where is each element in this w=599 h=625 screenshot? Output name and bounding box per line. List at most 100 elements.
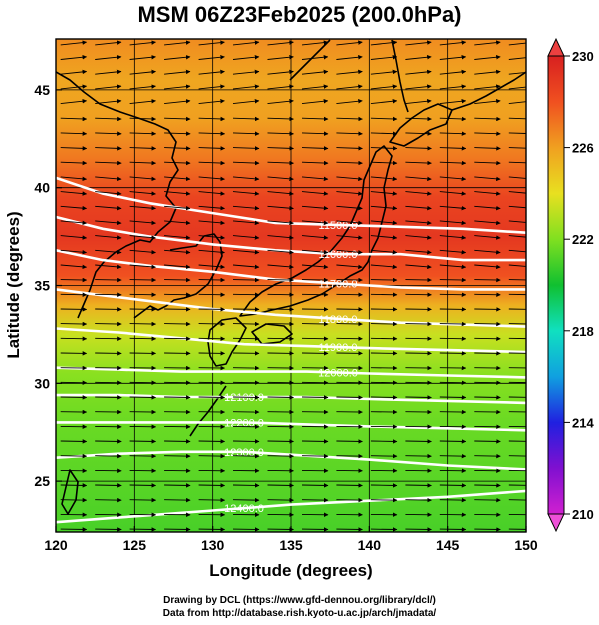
wind-arrow: [129, 497, 157, 503]
wind-arrow: [164, 439, 191, 444]
wind-arrow: [439, 439, 467, 444]
wind-arrow: [60, 249, 88, 255]
wind-arrow: [336, 176, 363, 182]
wind-arrow: [301, 205, 329, 211]
wind-arrow: [129, 292, 157, 297]
colorbar-ticks: 210 214 218 222 226 230: [564, 49, 594, 522]
wind-arrow: [439, 277, 467, 283]
wind-arrow: [301, 380, 329, 385]
wind-arrow: [301, 54, 329, 60]
wind-arrow: [405, 131, 432, 136]
wind-arrow: [508, 264, 526, 267]
wind-arrow: [508, 279, 526, 281]
wind-arrow: [508, 323, 526, 325]
wind-arrow: [164, 98, 191, 105]
wind-arrow: [405, 380, 432, 385]
wind-arrow: [336, 131, 363, 136]
wind-arrow: [267, 249, 294, 255]
wind-arrow: [439, 131, 467, 136]
x-axis-ticks: 120 125 130 135 140 145 150: [44, 526, 538, 553]
wind-arrow: [508, 249, 526, 253]
wind-arrow: [60, 131, 88, 136]
wind-arrow: [370, 146, 398, 151]
wind-arrow: [232, 220, 260, 226]
wind-arrow: [301, 176, 329, 182]
wind-arrow: [267, 40, 294, 46]
wind-arrow: [405, 235, 432, 240]
wind-arrow: [439, 191, 467, 196]
wind-arrow: [95, 264, 122, 270]
wind-arrow: [232, 116, 260, 122]
wind-arrow: [405, 54, 432, 60]
wind-arrow: [60, 483, 88, 488]
wind-arrow: [95, 453, 122, 459]
wind-arrow: [370, 131, 398, 136]
wind-arrow: [439, 84, 467, 90]
wind-arrow: [301, 483, 329, 488]
wind-arrow: [129, 277, 157, 283]
wind-arrow: [95, 99, 122, 105]
wind-arrow: [405, 453, 432, 459]
wind-arrow: [370, 292, 398, 297]
wind-arrow: [336, 220, 363, 226]
wind-arrow: [336, 116, 363, 122]
wind-arrow: [301, 277, 329, 283]
wind-arrow: [508, 71, 526, 75]
wind-arrow: [267, 497, 294, 503]
wind-arrow: [267, 380, 294, 385]
wind-arrow: [232, 395, 260, 400]
wind-arrow: [232, 146, 260, 151]
wind-arrow: [370, 205, 398, 211]
colorbar-tick-label: 230: [572, 49, 594, 64]
wind-arrow: [508, 205, 526, 209]
wind-arrow: [95, 235, 122, 240]
wind-arrow: [301, 116, 329, 122]
wind-arrow: [267, 235, 294, 240]
wind-arrow: [129, 205, 156, 211]
wind-arrow: [301, 69, 329, 75]
wind-arrow: [336, 439, 363, 444]
wind-arrow: [164, 483, 191, 488]
wind-arrow: [267, 277, 294, 283]
wind-arrow: [198, 292, 226, 297]
wind-arrow: [267, 84, 294, 90]
wind-arrow: [439, 264, 467, 270]
wind-arrow: [129, 249, 156, 255]
wind-arrow: [370, 395, 398, 400]
wind-arrow: [336, 292, 363, 297]
wind-arrow: [267, 321, 294, 327]
wind-vectors: [60, 40, 526, 532]
x-axis-label: Longitude (degrees): [209, 561, 372, 580]
wind-arrow: [508, 191, 526, 194]
wind-arrow: [439, 235, 467, 240]
colorbar-bottom-triangle: [547, 513, 565, 533]
wind-arrow: [474, 453, 501, 459]
contour-line: [56, 215, 526, 262]
wind-arrow: [267, 336, 294, 341]
wind-arrow: [95, 40, 122, 46]
wind-arrow: [336, 191, 363, 196]
wind-arrow: [198, 54, 225, 60]
contour-label: 12100.0: [224, 392, 264, 404]
wind-arrow: [164, 249, 191, 255]
wind-arrow: [301, 131, 329, 136]
colorbar-tick-label: 210: [572, 507, 594, 522]
wind-arrow: [164, 453, 191, 459]
wind-arrow: [439, 380, 467, 385]
wind-arrow: [439, 116, 467, 122]
y-axis-label: Latitude (degrees): [4, 211, 23, 358]
credit-drawing: Drawing by DCL (https://www.gfd-dennou.o…: [163, 595, 436, 606]
wind-arrow: [164, 131, 191, 136]
wind-arrow: [129, 146, 157, 151]
wind-arrow: [198, 176, 225, 182]
wind-arrow: [164, 84, 191, 90]
wind-arrow: [164, 292, 191, 297]
wind-arrow: [370, 116, 398, 122]
wind-arrow: [370, 40, 398, 46]
wind-arrow: [95, 336, 122, 341]
wind-arrow: [198, 99, 225, 105]
wind-arrow: [164, 69, 191, 75]
colorbar-top-triangle: [547, 37, 565, 57]
wind-arrow: [95, 483, 122, 488]
